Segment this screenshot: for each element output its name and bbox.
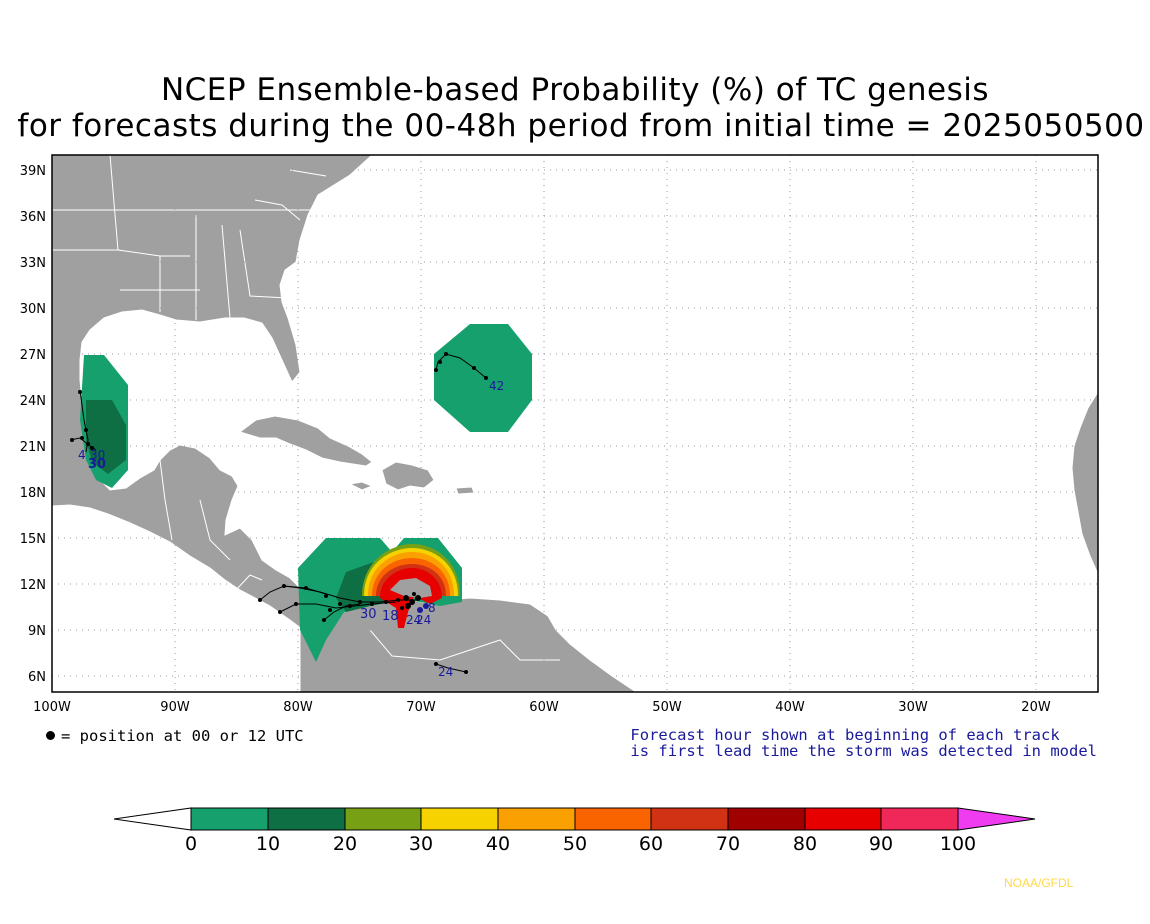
prob-10-atlantic <box>434 324 532 432</box>
map-frame <box>51 154 1099 693</box>
track-label: 30 <box>90 448 105 462</box>
lon-label: 100W <box>33 700 71 715</box>
colorbar-bin <box>804 807 882 831</box>
map-body: 42 4 30 30 30 18 24 24 8 24 <box>52 155 1098 692</box>
prob-20-gulf <box>86 400 126 474</box>
lat-label: 21N <box>20 440 46 455</box>
track-label: 24 <box>438 665 453 679</box>
track-label: 4 <box>78 448 86 462</box>
land-jamaica <box>348 481 374 491</box>
land-puerto-rico <box>455 486 475 495</box>
forecast-hour-note: Forecast hour shown at beginning of each… <box>630 727 1097 759</box>
longitude-labels: 100W 90W 80W 70W 60W 50W 40W 30W 20W <box>33 700 1051 715</box>
colorbar-tick: 60 <box>639 833 663 855</box>
prob-90-caribbean <box>380 568 442 628</box>
track-label: 30 <box>360 607 377 622</box>
colorbar-bin <box>574 807 652 831</box>
track-label: 8 <box>428 601 436 615</box>
state-borders <box>52 155 560 661</box>
colorbar-bin <box>190 807 269 831</box>
lat-label: 24N <box>20 394 46 409</box>
colorbar-tick: 90 <box>869 833 893 855</box>
genesis-probability-shading <box>80 324 532 662</box>
colorbar-bin <box>497 807 576 831</box>
colorbar-tick: 70 <box>716 833 740 855</box>
track-label: 18 <box>382 609 399 624</box>
colorbar-bin <box>344 807 422 831</box>
lon-label: 90W <box>160 700 190 715</box>
lat-label: 27N <box>20 348 46 363</box>
colorbar-tick: 0 <box>185 833 197 855</box>
colorbar-bin <box>650 807 729 831</box>
colorbar-tick: 100 <box>940 833 976 855</box>
lat-label: 18N <box>20 486 46 501</box>
storm-tracks <box>69 353 487 673</box>
lat-label: 15N <box>20 532 46 547</box>
lat-label: 39N <box>20 164 46 179</box>
lon-label: 40W <box>775 700 805 715</box>
lon-label: 50W <box>652 700 682 715</box>
colorbar-tick: 50 <box>563 833 587 855</box>
colorbar-tick: 10 <box>256 833 280 855</box>
track-labels: 42 4 30 30 30 18 24 24 8 24 <box>78 379 504 679</box>
position-legend-text: = position at 00 or 12 UTC <box>61 727 304 745</box>
colorbar-bin <box>420 807 499 831</box>
credit-text: NOAA/GFDL <box>1004 876 1074 890</box>
colorbar-bin <box>727 807 806 831</box>
colorbar-low-arrow <box>113 807 192 831</box>
lat-lon-grid <box>52 155 1098 692</box>
colorbar-bin <box>880 807 959 831</box>
prob-hole-caribbean <box>390 578 432 598</box>
colorbar-tick: 80 <box>793 833 817 855</box>
land-cuba <box>238 415 373 467</box>
title-line-2: for forecasts during the 00-48h period f… <box>17 108 1145 144</box>
colorbar-tick: 40 <box>486 833 510 855</box>
track-label: 24 <box>406 613 421 627</box>
lat-label: 36N <box>20 210 46 225</box>
lon-label: 20W <box>1021 700 1051 715</box>
track-label: 24 <box>416 613 431 627</box>
land-hispaniola <box>381 461 435 491</box>
position-dot-icon <box>46 731 55 740</box>
position-legend: = position at 00 or 12 UTC <box>46 727 304 745</box>
track-position-dots <box>70 352 488 674</box>
title-line-1: NCEP Ensemble-based Probability (%) of T… <box>160 72 990 108</box>
track-label: 30 <box>88 457 106 472</box>
colorbar-tick: 20 <box>333 833 357 855</box>
colorbar-bin <box>267 807 346 831</box>
lat-label: 30N <box>20 302 46 317</box>
lon-label: 80W <box>283 700 313 715</box>
lon-label: 60W <box>529 700 559 715</box>
land-africa <box>1071 391 1098 575</box>
lat-label: 33N <box>20 256 46 271</box>
note-line-2: is first lead time the storm was detecte… <box>630 742 1097 760</box>
latitude-labels: 39N 36N 33N 30N 27N 24N 21N 18N 15N 12N … <box>20 164 46 685</box>
lon-label: 30W <box>898 700 928 715</box>
track-label: 42 <box>489 379 504 393</box>
color-bar <box>113 807 1036 831</box>
lat-label: 9N <box>28 624 46 639</box>
colorbar-tick: 30 <box>409 833 433 855</box>
note-line-1: Forecast hour shown at beginning of each… <box>630 726 1060 744</box>
colorbar-ticks: 0 10 20 30 40 50 60 70 80 90 100 <box>185 833 976 855</box>
lat-label: 12N <box>20 578 46 593</box>
colorbar-high-arrow <box>957 807 1036 831</box>
lon-label: 70W <box>406 700 436 715</box>
lat-label: 6N <box>28 670 46 685</box>
